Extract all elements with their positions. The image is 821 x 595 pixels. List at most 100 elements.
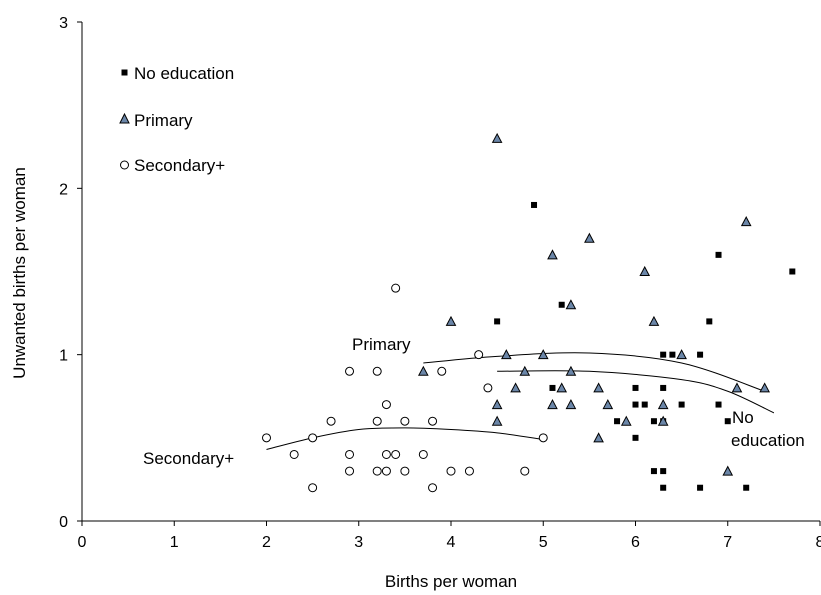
point-no-education	[706, 318, 713, 325]
point-no-education	[558, 301, 565, 308]
point-primary	[565, 398, 577, 410]
point-secondary	[326, 416, 336, 426]
y-tick-label: 1	[59, 348, 68, 365]
point-no-education	[614, 418, 621, 425]
x-tick-label: 5	[539, 534, 548, 551]
legend-label-secondary: Secondary+	[134, 156, 225, 175]
annotation-secondary: Secondary+	[143, 449, 234, 468]
point-secondary	[474, 350, 484, 360]
x-tick-label: 1	[170, 534, 179, 551]
point-no-education	[789, 268, 796, 275]
point-secondary	[345, 366, 355, 376]
point-secondary	[400, 466, 410, 476]
legend-marker-primary	[119, 112, 130, 124]
point-primary	[547, 249, 558, 260]
point-primary	[648, 315, 660, 326]
point-primary	[519, 365, 531, 376]
point-no-education	[660, 484, 667, 491]
point-secondary	[381, 449, 391, 459]
point-no-education	[660, 351, 667, 358]
point-primary	[491, 132, 503, 143]
point-no-education	[632, 384, 639, 391]
point-secondary	[345, 449, 355, 459]
point-no-education	[660, 468, 667, 475]
point-primary	[417, 365, 429, 376]
x-tick-label: 4	[447, 534, 456, 551]
point-secondary	[418, 449, 428, 459]
point-no-education	[743, 484, 750, 491]
point-secondary	[391, 449, 401, 459]
point-secondary	[308, 433, 318, 443]
point-secondary	[520, 466, 530, 476]
point-no-education	[531, 201, 538, 208]
point-no-education	[697, 351, 704, 358]
point-no-education	[715, 401, 722, 408]
point-secondary	[381, 400, 391, 410]
point-primary	[657, 415, 669, 426]
point-primary	[676, 349, 687, 360]
point-primary	[445, 315, 457, 326]
point-no-education	[650, 418, 657, 425]
point-secondary	[308, 483, 318, 493]
legend-marker-secondary	[120, 160, 129, 170]
x-tick-label: 8	[816, 534, 821, 551]
axes	[81, 22, 820, 522]
point-primary	[547, 398, 558, 410]
point-no-education	[678, 401, 685, 408]
y-tick-label: 3	[59, 15, 68, 32]
point-primary	[639, 265, 651, 276]
point-no-education	[632, 401, 639, 408]
legend: No education Primary Secondary+	[119, 64, 234, 175]
point-primary	[491, 415, 503, 426]
point-secondary	[446, 466, 456, 476]
point-primary	[565, 365, 577, 376]
point-primary	[556, 382, 568, 393]
point-no-education	[641, 401, 648, 408]
point-secondary	[464, 466, 474, 476]
point-secondary	[262, 433, 271, 443]
x-tick-label: 2	[262, 534, 271, 551]
point-primary	[491, 398, 503, 410]
point-no-education	[494, 318, 501, 325]
legend-label-no-education: No education	[134, 64, 234, 83]
trend-curve-secondary-	[266, 427, 544, 450]
x-tick-label: 6	[631, 534, 640, 551]
point-no-education	[549, 384, 556, 391]
annotation-no: No	[732, 408, 754, 427]
point-no-education	[632, 434, 639, 441]
ticks: 0 1 2 3 4 5 6 7 8 0 1 2 3	[59, 15, 821, 551]
point-primary	[602, 398, 614, 410]
point-secondary	[289, 449, 299, 459]
trend-curves	[266, 352, 775, 450]
point-secondary	[381, 466, 391, 476]
y-tick-label: 0	[59, 514, 68, 531]
point-no-education	[650, 468, 657, 475]
point-primary	[722, 465, 734, 476]
point-no-education	[724, 418, 731, 425]
point-secondary	[372, 366, 382, 376]
point-primary	[584, 232, 595, 243]
data-points	[262, 132, 796, 493]
x-axis-title: Births per woman	[385, 572, 517, 591]
y-axis-title: Unwanted births per woman	[10, 167, 29, 379]
point-primary	[537, 349, 549, 360]
x-tick-label: 7	[723, 534, 732, 551]
point-secondary	[428, 416, 438, 426]
annotation-primary: Primary	[352, 335, 411, 354]
x-tick-label: 3	[354, 534, 363, 551]
x-tick-label: 0	[78, 534, 87, 551]
point-secondary	[538, 433, 548, 443]
point-primary	[501, 349, 512, 360]
point-primary	[593, 432, 604, 443]
annotation-education: education	[731, 431, 805, 450]
point-no-education	[660, 384, 667, 391]
point-primary	[565, 299, 577, 310]
point-primary	[620, 415, 632, 426]
trend-curve-no-education	[497, 370, 775, 414]
point-secondary	[400, 416, 410, 426]
point-secondary	[483, 383, 493, 393]
legend-label-primary: Primary	[134, 111, 193, 130]
point-no-education	[697, 484, 704, 491]
point-primary	[510, 382, 521, 393]
